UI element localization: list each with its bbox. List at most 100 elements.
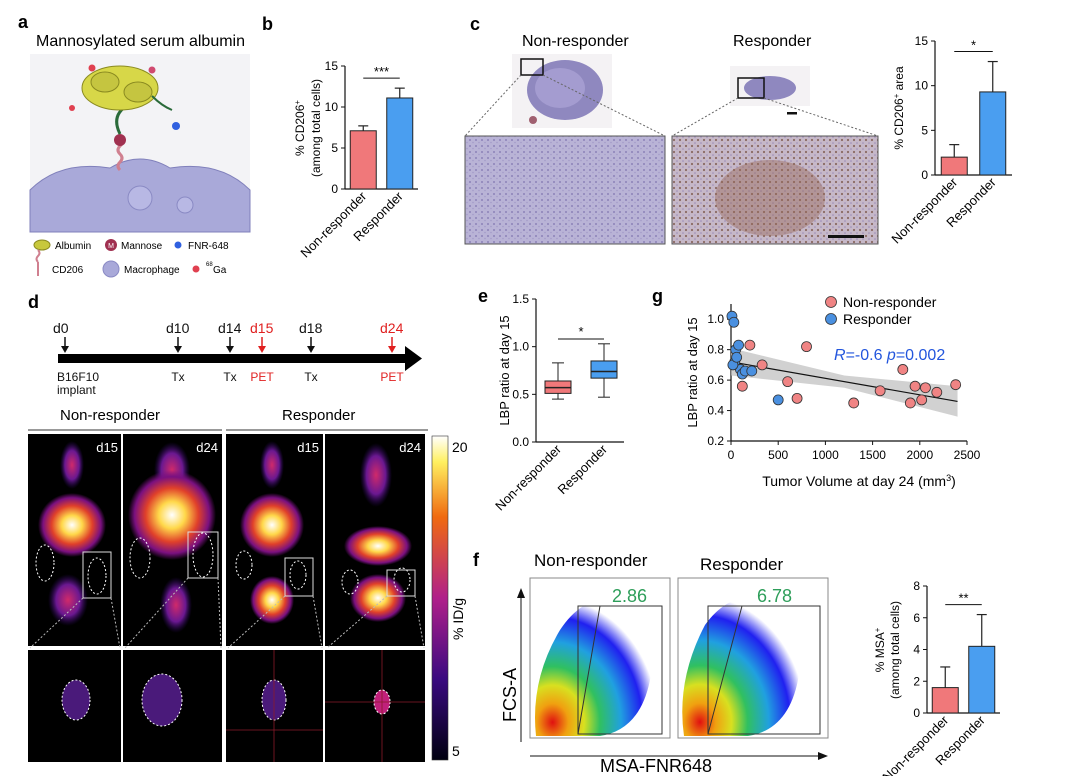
x-tick-label: Responder	[555, 441, 611, 497]
timeline-day: d0	[53, 320, 69, 336]
flow-y-label: FCS-A	[500, 668, 520, 722]
flow-plot-responder: 6.78	[677, 577, 829, 739]
y-tick-label: 1.5	[512, 292, 529, 306]
tumor-roi	[35, 544, 55, 582]
pet-image-responder-d15: d15	[226, 434, 323, 646]
zoom-guide-line	[29, 597, 84, 649]
point-nonresponder	[904, 397, 916, 409]
point-nonresponder	[916, 394, 928, 406]
flow-density	[682, 596, 800, 736]
image-day-label: d15	[297, 440, 319, 455]
pet-image-nonresponder-d24: d24	[123, 434, 222, 646]
legend-label: Macrophage	[124, 265, 180, 276]
macrophage-icon	[102, 260, 120, 278]
point-responder	[772, 394, 784, 406]
arrowhead-icon	[818, 752, 828, 760]
histology-title-nonresponder: Non-responder	[522, 33, 629, 50]
y-tick-label: 1.0	[512, 340, 529, 354]
panel-g: g 0.2 0.4 0.6 0.8 1.0 0 500 1000 1500 2000 2500 Non…	[652, 286, 981, 489]
point-nonresponder	[782, 376, 794, 388]
point-nonresponder	[791, 392, 803, 404]
y-tick-label: 0.2	[707, 434, 724, 448]
y-tick-label: 4	[913, 643, 920, 657]
legend-label: Mannose	[121, 241, 163, 252]
histology-zoom-nonresponder	[464, 135, 666, 245]
panel-c: c Non-responder Responder 0 5 10 15 Non-resp…	[464, 14, 1012, 246]
ga-isotope-superscript: 68	[206, 262, 213, 268]
x-tick-label: 0	[728, 448, 735, 462]
arrowhead-icon	[226, 346, 234, 353]
y-tick-label: 15	[325, 59, 339, 73]
point-nonresponder	[736, 380, 748, 392]
y-axis-label: % CD206+	[293, 100, 308, 156]
significance-marker: ***	[374, 64, 389, 79]
flow-gate	[707, 605, 821, 735]
fnr-648-icon	[174, 241, 182, 249]
point-responder	[746, 365, 758, 377]
y-tick-label: 15	[915, 34, 929, 48]
legend-label: Non-responder	[843, 294, 937, 310]
y-axis-label-line2: (among total cells)	[309, 79, 323, 177]
timeline-event: Tx	[223, 370, 236, 384]
fnr-648-icon	[172, 122, 180, 130]
pet-image-responder-d24: d24	[325, 434, 425, 646]
pet-signal-liver	[344, 526, 412, 566]
bar-nonresponder	[931, 687, 959, 714]
point-responder	[728, 316, 740, 328]
y-tick-label: 2	[913, 674, 920, 688]
y-tick-label: 0	[913, 706, 920, 720]
pet-signal-liver	[38, 493, 106, 557]
panel-label-a: a	[18, 12, 29, 32]
y-tick-label: 0.5	[512, 387, 529, 401]
colorbar-max: 20	[452, 439, 468, 455]
arrowhead-icon	[258, 346, 266, 353]
timeline-arrowhead	[405, 346, 422, 371]
tissue-fragment	[529, 116, 537, 124]
flow-title-nonresponder: Non-responder	[534, 551, 648, 570]
y-axis-label-part: area	[892, 66, 906, 94]
fnr-linker	[151, 95, 173, 111]
timeline-day: d18	[299, 320, 323, 336]
tumor-roi	[87, 557, 107, 595]
zoom-guide-line	[312, 595, 323, 649]
scatter-plot-g: 0.2 0.4 0.6 0.8 1.0 0 500 1000 1500 2000 2500 Non-r…	[685, 294, 981, 489]
y-tick-label: 0.6	[707, 373, 724, 387]
annotation-part: =0.002	[896, 347, 945, 364]
arrowhead-icon	[388, 346, 396, 353]
x-axis-label-part: 3	[946, 473, 951, 483]
legend-item-fnr-648: FNR-648	[174, 241, 229, 252]
tumor-roi	[192, 532, 214, 578]
y-tick-label: 6	[913, 611, 920, 625]
x-tick-label: 500	[768, 448, 788, 462]
histology-thumbnail-nonresponder	[512, 54, 612, 128]
image-day-label: d24	[399, 440, 421, 455]
x-tick-label: 1500	[859, 448, 886, 462]
flow-plot-nonresponder: 2.86	[529, 577, 671, 739]
y-tick-label: 1.0	[707, 312, 724, 326]
timeline-day: d14	[218, 320, 242, 336]
y-axis-label-part: % MSA	[873, 632, 887, 672]
confidence-band	[731, 348, 958, 417]
histology-zoom-responder	[671, 135, 879, 245]
timeline-day: d10	[166, 320, 190, 336]
y-axis-label-part: +	[892, 93, 901, 98]
timeline-day: d15	[250, 320, 274, 336]
legend-item-ga68: 68 Ga	[192, 262, 227, 276]
x-tick-label: Non-responder	[888, 174, 960, 246]
panel-label-c: c	[470, 14, 480, 34]
pet-signal-liver	[128, 470, 216, 560]
y-tick-label: 5	[331, 141, 338, 155]
y-tick-label: 10	[915, 79, 929, 93]
panel-a-title: Mannosylated serum albumin	[36, 33, 245, 50]
scale-bar	[787, 112, 797, 115]
point-nonresponder	[950, 379, 962, 391]
zoom-guide-line	[763, 97, 879, 137]
zoom-guide-line	[326, 595, 388, 649]
flow-density	[535, 598, 653, 736]
